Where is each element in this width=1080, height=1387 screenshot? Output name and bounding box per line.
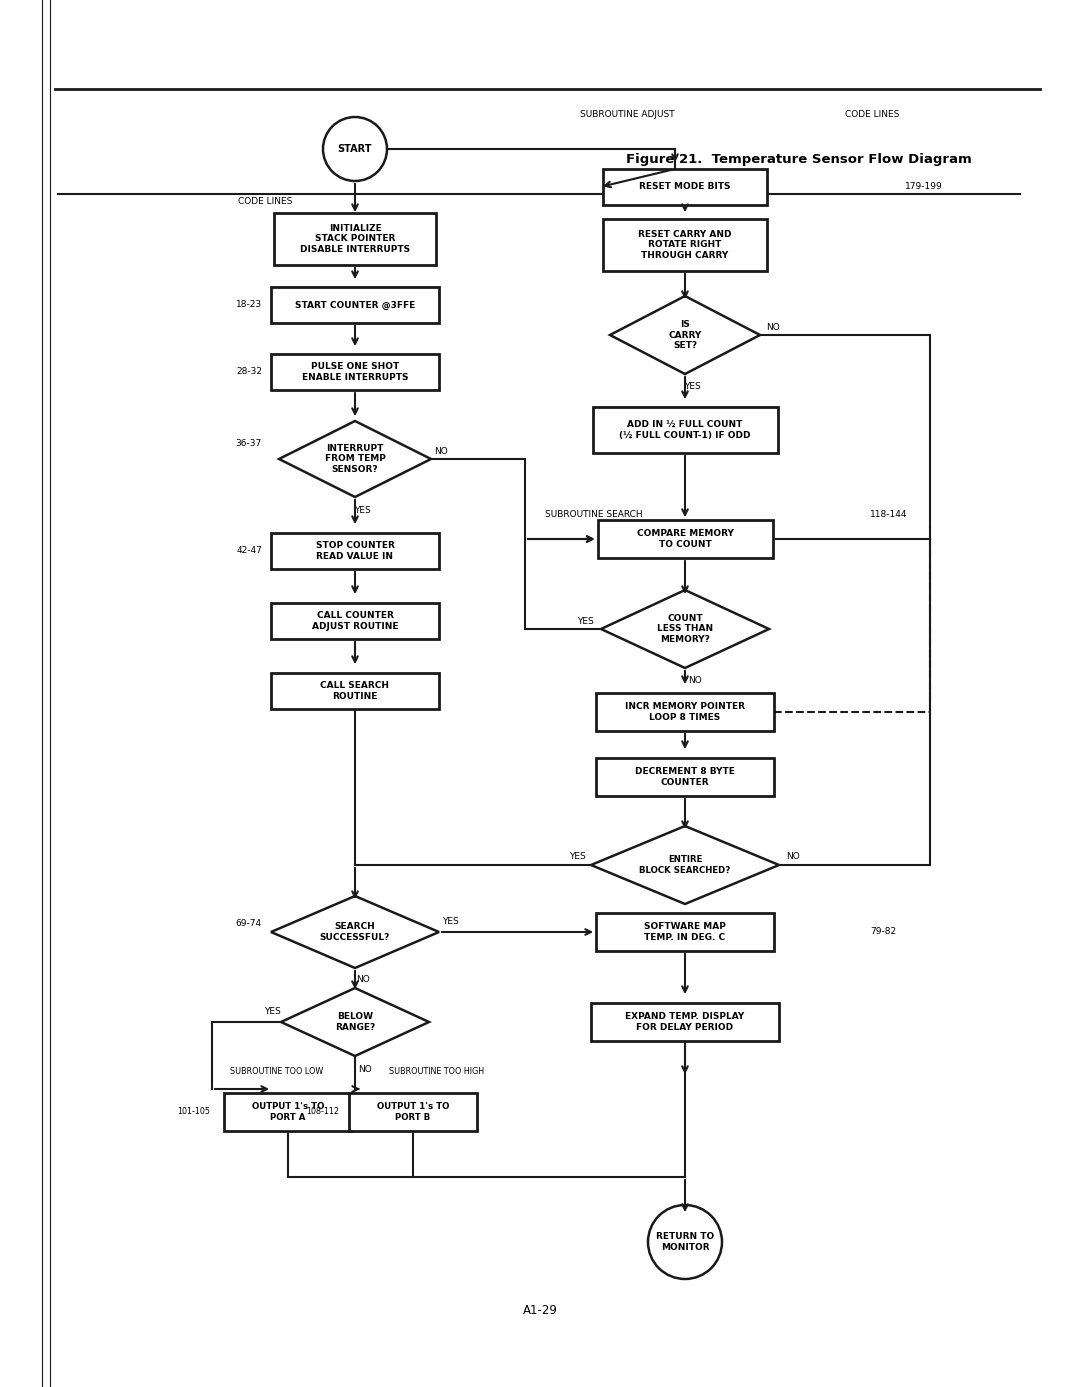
Polygon shape [281,988,429,1056]
Text: EXPAND TEMP. DISPLAY
FOR DELAY PERIOD: EXPAND TEMP. DISPLAY FOR DELAY PERIOD [625,1013,744,1032]
FancyBboxPatch shape [603,219,768,270]
FancyBboxPatch shape [591,1003,779,1042]
FancyBboxPatch shape [603,169,768,205]
Text: CODE LINES: CODE LINES [238,197,293,207]
FancyBboxPatch shape [596,694,774,731]
Text: CALL COUNTER
ADJUST ROUTINE: CALL COUNTER ADJUST ROUTINE [312,612,399,631]
Text: NO: NO [786,853,800,861]
Text: SOFTWARE MAP
TEMP. IN DEG. C: SOFTWARE MAP TEMP. IN DEG. C [644,922,726,942]
Text: NO: NO [434,448,448,456]
Text: CODE LINES: CODE LINES [845,111,900,119]
Text: YES: YES [577,617,593,627]
Text: COUNT
LESS THAN
MEMORY?: COUNT LESS THAN MEMORY? [657,614,713,644]
Text: INITIALIZE
STACK POINTER
DISABLE INTERRUPTS: INITIALIZE STACK POINTER DISABLE INTERRU… [300,225,410,254]
Polygon shape [610,295,760,374]
Text: RETURN TO
MONITOR: RETURN TO MONITOR [656,1232,714,1251]
Text: START COUNTER @3FFE: START COUNTER @3FFE [295,301,415,309]
Text: START: START [338,144,373,154]
FancyBboxPatch shape [596,913,774,951]
Text: NO: NO [359,1065,372,1075]
Circle shape [323,117,387,180]
Text: ENTIRE
BLOCK SEARCHED?: ENTIRE BLOCK SEARCHED? [639,856,731,875]
Text: CALL SEARCH
ROUTINE: CALL SEARCH ROUTINE [321,681,390,700]
Text: A1-29: A1-29 [523,1304,557,1318]
FancyBboxPatch shape [349,1093,477,1130]
FancyBboxPatch shape [271,603,438,639]
Text: RESET CARRY AND
ROTATE RIGHT
THROUGH CARRY: RESET CARRY AND ROTATE RIGHT THROUGH CAR… [638,230,732,259]
Text: SEARCH
SUCCESSFUL?: SEARCH SUCCESSFUL? [320,922,390,942]
Polygon shape [271,896,438,968]
Text: RESET MODE BITS: RESET MODE BITS [639,183,731,191]
Text: YES: YES [569,853,585,861]
Text: 28-32: 28-32 [237,368,262,376]
Text: 118-144: 118-144 [870,510,907,520]
Text: YES: YES [264,1007,281,1017]
Text: NO: NO [356,975,369,985]
FancyBboxPatch shape [271,673,438,709]
Text: INCR MEMORY POINTER
LOOP 8 TIMES: INCR MEMORY POINTER LOOP 8 TIMES [625,702,745,721]
Text: YES: YES [353,506,370,516]
Text: YES: YES [442,917,458,927]
Text: IS
CARRY
SET?: IS CARRY SET? [669,320,702,350]
Text: 42-47: 42-47 [237,546,262,556]
Polygon shape [591,827,779,904]
FancyBboxPatch shape [593,406,778,454]
Text: STOP COUNTER
READ VALUE IN: STOP COUNTER READ VALUE IN [315,541,394,560]
Text: SUBROUTINE SEARCH: SUBROUTINE SEARCH [545,510,643,520]
Text: 179-199: 179-199 [905,183,943,191]
Polygon shape [600,589,769,669]
Text: Figure 21.  Temperature Sensor Flow Diagram: Figure 21. Temperature Sensor Flow Diagr… [626,154,972,166]
Text: 18-23: 18-23 [235,301,262,309]
Text: ADD IN ½ FULL COUNT
(½ FULL COUNT-1) IF ODD: ADD IN ½ FULL COUNT (½ FULL COUNT-1) IF … [619,420,751,440]
Text: 36-37: 36-37 [235,440,262,448]
Text: BELOW
RANGE?: BELOW RANGE? [335,1013,375,1032]
Text: COMPARE MEMORY
TO COUNT: COMPARE MEMORY TO COUNT [636,530,733,549]
Circle shape [648,1205,723,1279]
Text: 79-82: 79-82 [870,928,896,936]
Text: 101-105: 101-105 [177,1107,210,1117]
Text: SUBROUTINE TOO LOW: SUBROUTINE TOO LOW [230,1068,324,1076]
Text: DECREMENT 8 BYTE
COUNTER: DECREMENT 8 BYTE COUNTER [635,767,734,786]
Text: OUTPUT 1's TO
PORT A: OUTPUT 1's TO PORT A [252,1103,324,1122]
FancyBboxPatch shape [224,1093,352,1130]
Text: 69-74: 69-74 [235,920,262,928]
Text: PULSE ONE SHOT
ENABLE INTERRUPTS: PULSE ONE SHOT ENABLE INTERRUPTS [301,362,408,381]
FancyBboxPatch shape [597,520,772,558]
Text: NO: NO [688,677,702,685]
FancyBboxPatch shape [596,759,774,796]
Text: SUBROUTINE TOO HIGH: SUBROUTINE TOO HIGH [390,1068,485,1076]
FancyBboxPatch shape [271,287,438,323]
Text: NO: NO [766,323,780,333]
FancyBboxPatch shape [271,354,438,390]
Text: INTERRUPT
FROM TEMP
SENSOR?: INTERRUPT FROM TEMP SENSOR? [325,444,386,474]
Text: 108-112: 108-112 [306,1107,339,1117]
FancyBboxPatch shape [271,533,438,569]
Text: YES: YES [684,383,700,391]
FancyBboxPatch shape [274,214,436,265]
Text: SUBROUTINE ADJUST: SUBROUTINE ADJUST [580,111,675,119]
Polygon shape [279,422,431,497]
Text: OUTPUT 1's TO
PORT B: OUTPUT 1's TO PORT B [377,1103,449,1122]
